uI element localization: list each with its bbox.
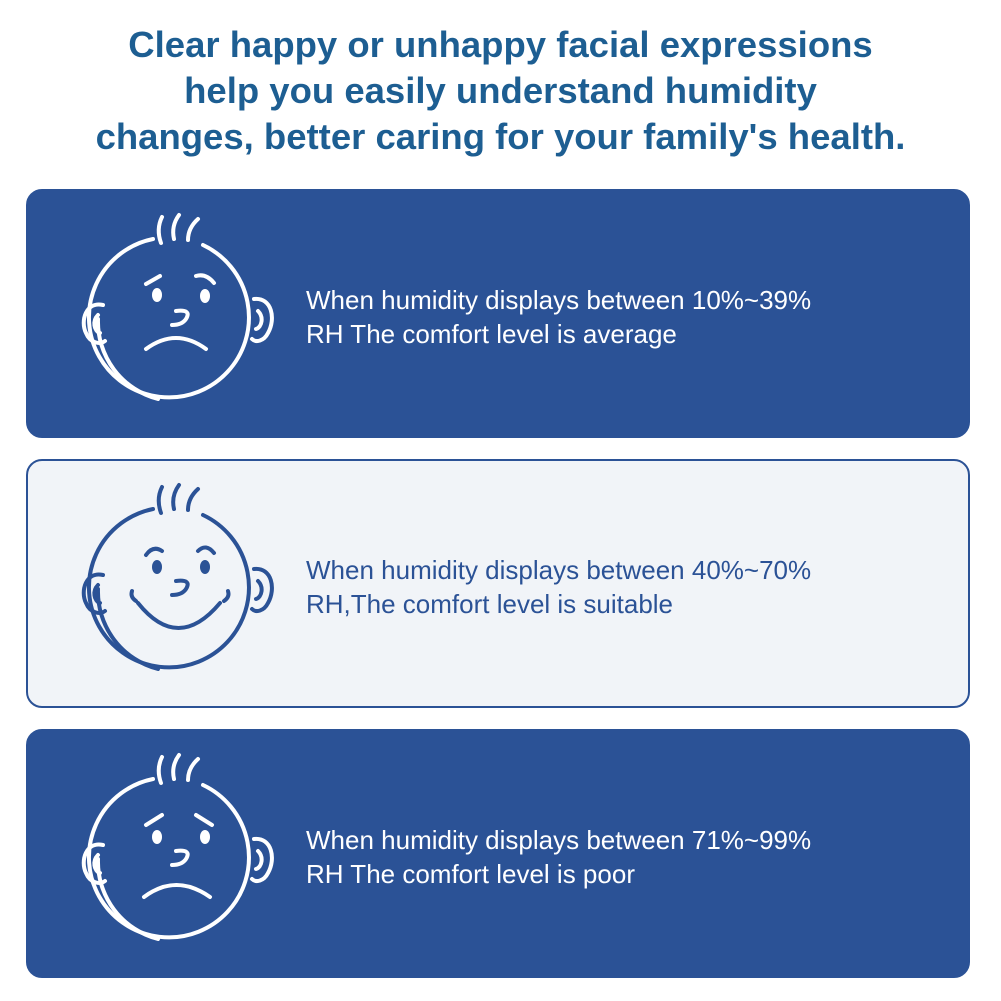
humidity-card-low-line-2: RH The comfort level is average — [306, 319, 677, 349]
humidity-card-low: When humidity displays between 10%~39% R… — [26, 189, 970, 438]
worried-face-icon — [81, 213, 274, 401]
humidity-card-high-line-1: When humidity displays between 71%~99% — [306, 825, 812, 855]
headline-line-1: Clear happy or unhappy facial expression… — [128, 24, 873, 65]
humidity-card-suitable-line-1: When humidity displays between 40%~70% — [306, 555, 812, 585]
humidity-card-low-text: When humidity displays between 10%~39% R… — [306, 283, 966, 351]
humidity-card-suitable: When humidity displays between 40%~70% R… — [26, 459, 970, 708]
humidity-card-suitable-line-2: RH,The comfort level is suitable — [306, 589, 674, 619]
headline-line-3: changes, better caring for your family's… — [95, 116, 906, 157]
smiling-face-icon — [81, 483, 274, 671]
humidity-card-low-line-1: When humidity displays between 10%~39% — [306, 285, 812, 315]
humidity-card-high-text: When humidity displays between 71%~99% R… — [306, 823, 966, 891]
humidity-card-suitable-text: When humidity displays between 40%~70% R… — [306, 553, 966, 621]
sad-face-icon — [81, 753, 274, 941]
headline-line-2: help you easily understand humidity — [184, 70, 817, 111]
humidity-card-high: When humidity displays between 71%~99% R… — [26, 729, 970, 978]
headline: Clear happy or unhappy facial expression… — [0, 22, 1001, 160]
humidity-card-high-line-2: RH The comfort level is poor — [306, 859, 635, 889]
